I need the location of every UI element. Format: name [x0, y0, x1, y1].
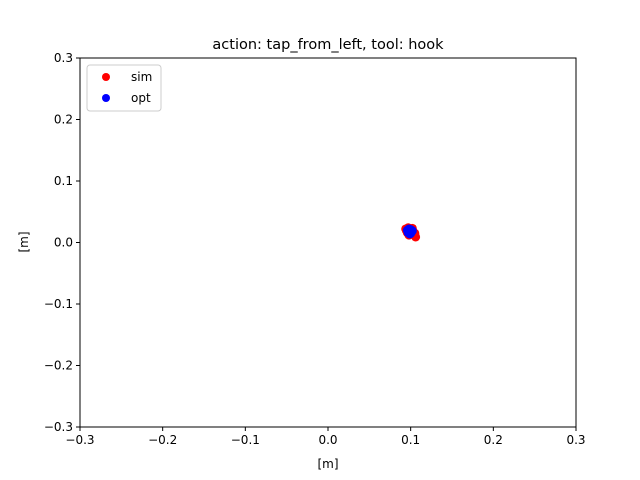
- x-tick-label: 0.0: [318, 433, 337, 447]
- y-tick-label: −0.2: [44, 359, 73, 373]
- y-axis-label: [m]: [17, 231, 31, 252]
- legend-marker-sim: [102, 73, 110, 81]
- y-tick-label: 0.2: [54, 113, 73, 127]
- legend-marker-opt: [102, 94, 110, 102]
- y-axis: −0.3 −0.2 −0.1 0.0 0.1 0.2 0.3: [44, 51, 80, 434]
- y-tick-label: 0.3: [54, 51, 73, 65]
- opt-point: [404, 226, 414, 236]
- x-axis: −0.3 −0.2 −0.1 0.0 0.1 0.2 0.3: [65, 427, 586, 447]
- x-tick-label: −0.3: [65, 433, 94, 447]
- legend-label-sim: sim: [131, 70, 152, 84]
- legend-label-opt: opt: [131, 91, 151, 105]
- y-tick-label: 0.1: [54, 174, 73, 188]
- x-tick-label: 0.1: [401, 433, 420, 447]
- y-tick-label: −0.3: [44, 420, 73, 434]
- x-tick-label: 0.3: [566, 433, 585, 447]
- data-marks: [401, 223, 421, 242]
- x-tick-label: 0.2: [484, 433, 503, 447]
- chart-title: action: tap_from_left, tool: hook: [212, 37, 444, 53]
- y-tick-label: −0.1: [44, 297, 73, 311]
- x-tick-label: −0.1: [231, 433, 260, 447]
- y-tick-label: 0.0: [54, 236, 73, 250]
- x-tick-label: −0.2: [148, 433, 177, 447]
- x-axis-label: [m]: [317, 457, 338, 471]
- legend: sim opt: [86, 64, 162, 112]
